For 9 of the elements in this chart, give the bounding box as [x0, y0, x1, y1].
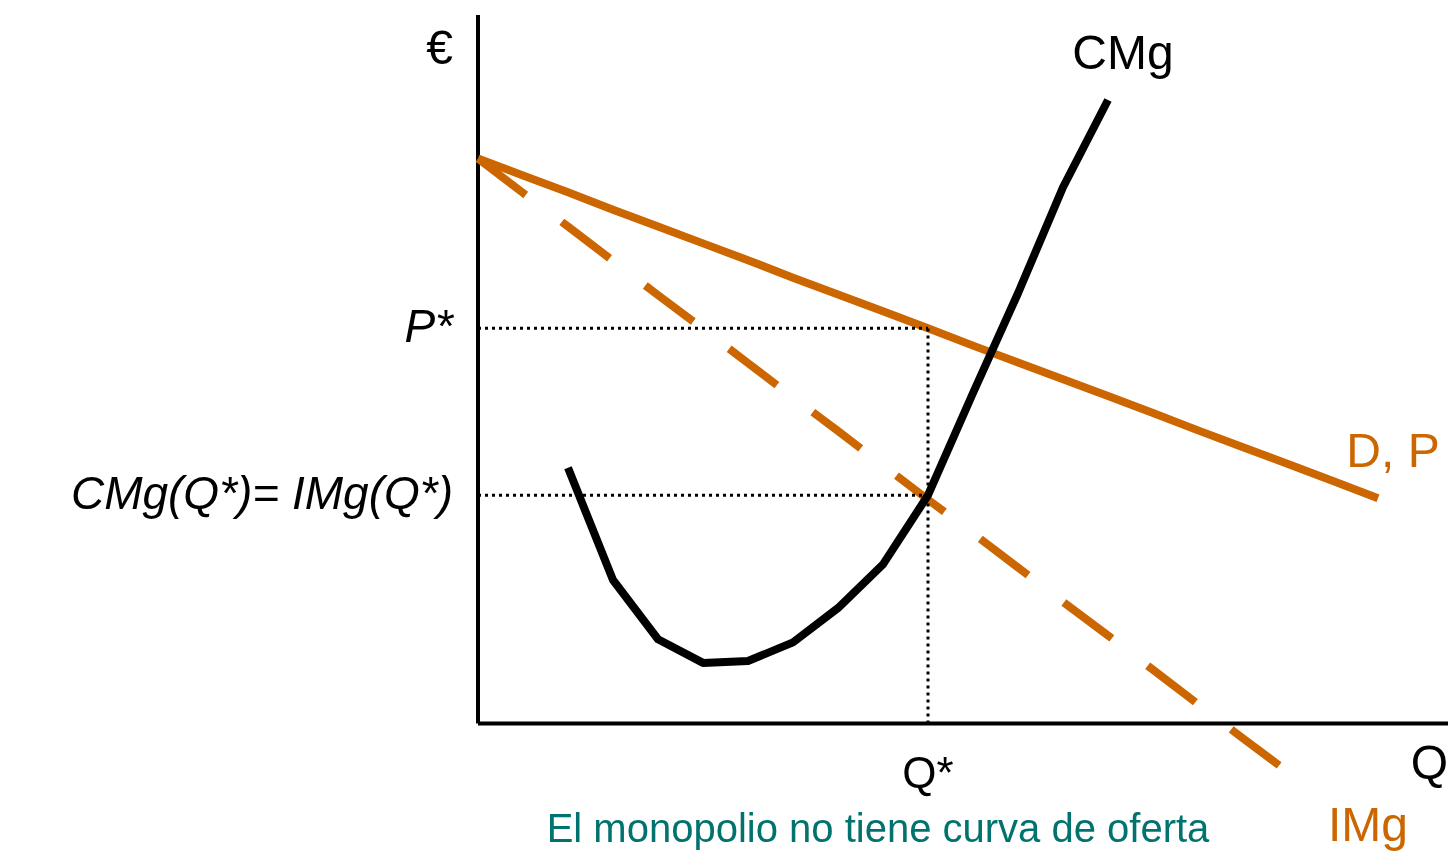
- series-label: D, P: [1346, 424, 1440, 478]
- series-label: IMg: [1327, 798, 1409, 851]
- text: CMg(Q*)= IMg(Q*): [70, 467, 453, 520]
- y-axis-title: €: [426, 21, 454, 74]
- text: P*: [404, 300, 456, 353]
- series-label: CMg: [1072, 26, 1174, 79]
- x-axis-title: Q: [1410, 736, 1448, 790]
- annotation: Q*: [902, 748, 954, 798]
- text: El monopolio no tiene curva de oferta: [546, 806, 1211, 850]
